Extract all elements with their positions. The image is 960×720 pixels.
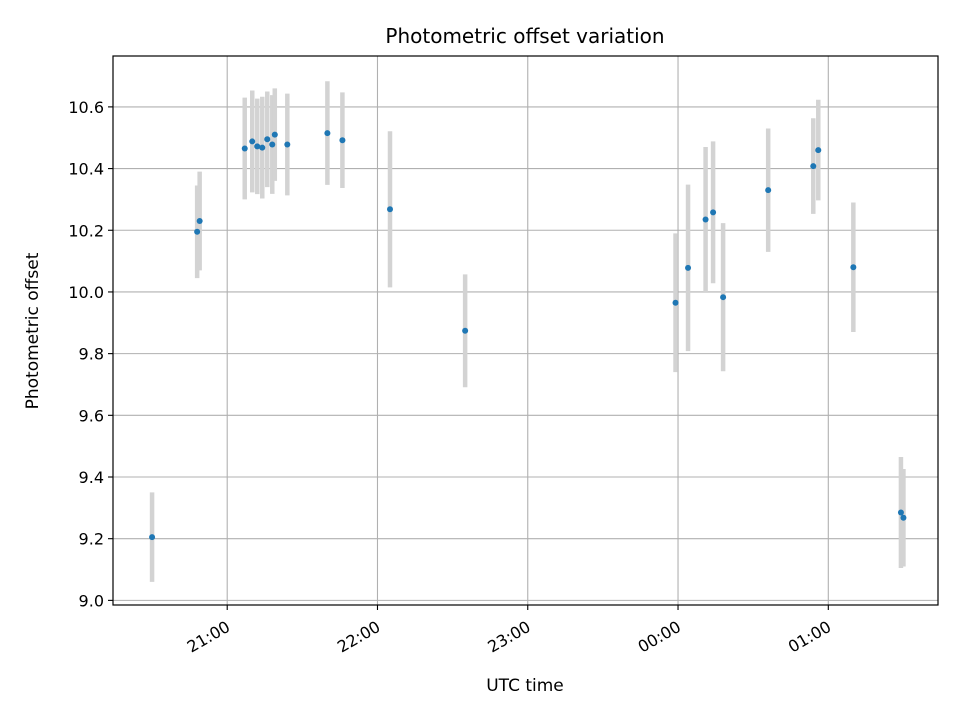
data-point [259, 144, 266, 151]
y-tick-label: 10.2 [68, 221, 104, 240]
data-point [254, 143, 261, 150]
data-point [149, 534, 156, 541]
y-tick-label: 10.6 [68, 98, 104, 117]
data-points [149, 130, 907, 541]
data-point [241, 145, 248, 152]
data-point [271, 131, 278, 138]
data-point [815, 147, 822, 154]
y-tick-label: 9.8 [79, 345, 104, 364]
data-point [269, 141, 276, 148]
y-tick-label: 9.4 [79, 468, 104, 487]
x-axis-label: UTC time [486, 676, 564, 696]
plot-area-frame [112, 55, 939, 606]
grid-lines [113, 56, 938, 605]
y-axis-ticks: 9.0 9.2 9.4 9.6 9.8 10.0 10.2 10.4 10.6 [68, 98, 113, 610]
data-point [897, 509, 904, 516]
chart-title: Photometric offset variation [385, 24, 664, 48]
data-point [194, 228, 201, 235]
data-point [720, 294, 727, 301]
data-point [264, 136, 271, 143]
y-tick-label: 10.0 [68, 283, 104, 302]
data-point [810, 163, 817, 170]
data-point [702, 216, 709, 223]
y-tick-label: 9.0 [79, 591, 104, 610]
data-point [387, 206, 394, 213]
data-point [196, 218, 203, 225]
data-point [685, 264, 692, 271]
data-point [249, 138, 256, 145]
y-axis-label: Photometric offset [23, 252, 43, 409]
data-point [284, 141, 291, 148]
data-point [462, 327, 469, 334]
data-point [850, 264, 857, 271]
data-point [324, 130, 331, 137]
data-point [900, 514, 907, 521]
data-point [765, 187, 772, 194]
data-point [672, 299, 679, 306]
data-point [710, 209, 717, 216]
y-tick-label: 9.2 [79, 530, 104, 549]
y-tick-label: 10.4 [68, 160, 104, 179]
y-tick-label: 9.6 [79, 406, 104, 425]
data-point [339, 137, 346, 144]
